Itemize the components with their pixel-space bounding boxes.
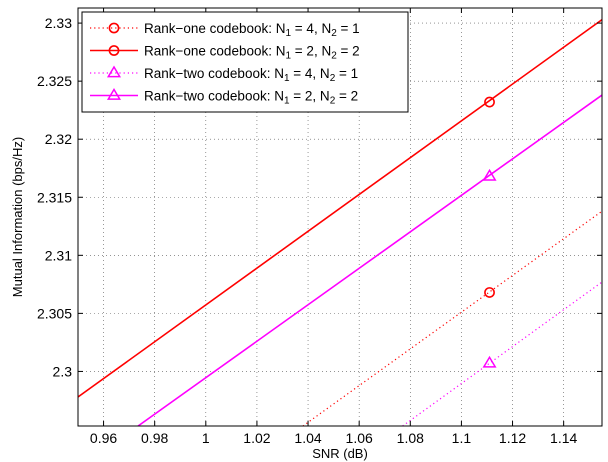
legend-marker-1 — [108, 22, 120, 34]
series-markers — [482, 96, 497, 368]
y-tick-label: 2.3 — [53, 363, 73, 379]
x-tick-label: 1.12 — [499, 430, 526, 446]
series-line-3 — [402, 281, 602, 426]
x-tick-label: 1.04 — [294, 430, 321, 446]
series-marker-1 — [484, 287, 495, 298]
x-tick-label: 1.1 — [452, 430, 472, 446]
legend: Rank−one codebook: N1 = 4, N2 = 1 Rank−on… — [81, 11, 409, 113]
x-tick-label: 0.98 — [141, 430, 168, 446]
legend-entry-3: Rank−two codebook: N1 = 4, N2 = 1 — [144, 66, 358, 84]
x-tick-label: 1.02 — [243, 430, 270, 446]
x-axis-label: SNR (dB) — [312, 446, 368, 461]
legend-entry-2: Rank−one codebook: N1 = 2, N2 = 2 — [144, 44, 360, 62]
series-marker-4 — [482, 168, 497, 181]
legend-marker-3 — [106, 65, 122, 78]
series-lines — [78, 18, 602, 426]
legend-entry-4: Rank−two codebook: N1 = 2, N2 = 2 — [144, 89, 358, 107]
y-tick-label: 2.32 — [45, 131, 72, 147]
y-tick-label: 2.33 — [45, 15, 72, 31]
y-tick-label: 2.31 — [45, 247, 72, 263]
y-tick-label: 2.315 — [37, 189, 72, 205]
x-tick-label: 1 — [202, 430, 210, 446]
x-tick-label: 1.06 — [346, 430, 373, 446]
legend-marker-4 — [106, 88, 122, 100]
x-tick-label: 1.14 — [550, 430, 577, 446]
series-line-4 — [137, 94, 602, 426]
x-tick-label: 0.96 — [90, 430, 117, 446]
y-tick-label: 2.305 — [37, 305, 72, 321]
series-marker-2 — [484, 96, 495, 108]
legend-entry-1: Rank−one codebook: N1 = 4, N2 = 1 — [144, 21, 360, 39]
series-line-1 — [302, 210, 602, 426]
legend-marker-2 — [108, 45, 120, 56]
grid-lines — [78, 8, 602, 426]
y-tick-label: 2.325 — [37, 73, 72, 89]
plot-frame — [77, 7, 603, 427]
x-tick-label: 1.08 — [397, 430, 424, 446]
axis-ticks: 0.96 0.98 1 1.02 1.04 1.06 1.08 1.1 1.12 1.142.32… — [37, 8, 602, 446]
series-line-2 — [78, 18, 602, 398]
series-marker-3 — [482, 355, 497, 368]
y-axis-label: Mutual Information (bps/Hz) — [10, 137, 25, 297]
